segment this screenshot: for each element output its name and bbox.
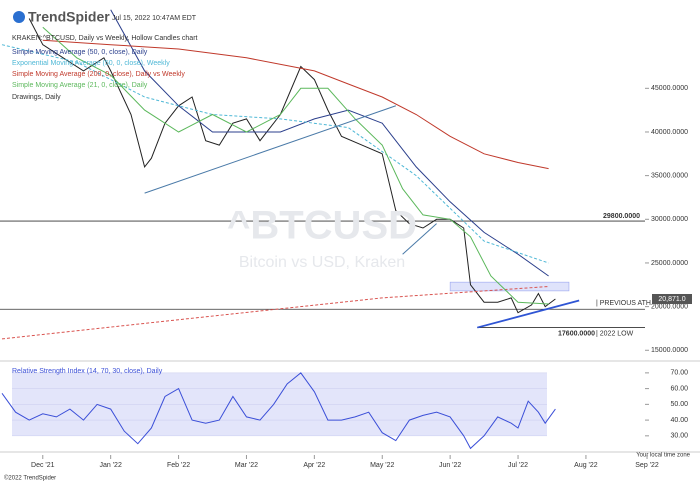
trendline [477,299,580,329]
y-tick-label: 25000.0000 [651,260,688,267]
trendline [402,223,437,255]
y-tick-label: 15000.0000 [651,347,688,354]
x-tick-label: Jun '22 [439,462,461,469]
y-tick-label: 50.00 [670,401,688,408]
level-note: | 2022 LOW [596,330,634,337]
x-tick-label: Mar '22 [235,462,258,469]
logo-icon [13,11,25,23]
legend-entry: Simple Moving Average (200, 0, close), D… [12,71,185,78]
y-tick-label: 40000.0000 [651,129,688,136]
legend-entry: Simple Moving Average (50, 0, close), Da… [12,49,148,56]
series-line [42,39,549,170]
level-label: 17600.0000 [558,330,595,337]
watermark-sub: Bitcoin vs USD, Kraken [239,254,405,271]
y-tick-label: 60.00 [670,385,688,392]
x-tick-label: Jul '22 [508,462,528,469]
y-tick-label: 30000.0000 [651,216,688,223]
last-price-label: 20,871.0 [658,296,685,303]
y-tick-label: 45000.0000 [651,85,688,92]
y-tick-label: 40.00 [670,417,688,424]
legend-entry: Exponential Moving Average (50, 0, close… [12,60,170,67]
timestamp: Jul 15, 2022 10:47AM EDT [112,15,197,22]
zone [449,281,570,292]
y-tick-label: 70.00 [670,370,688,377]
x-tick-label: Apr '22 [303,462,325,469]
drawings-legend: Drawings, Daily [12,94,61,101]
last-price-box [652,294,692,305]
y-tick-label: 30.00 [670,433,688,440]
watermark: ^BTCUSD [227,204,417,248]
trendline [144,105,396,194]
x-tick-label: Jan '22 [99,462,121,469]
series-line [1,372,556,450]
series-line [28,18,556,314]
x-tick-label: Feb '22 [167,462,190,469]
x-tick-label: Aug '22 [574,462,598,469]
panel-title: Relative Strength Index (14, 70, 30, clo… [12,368,163,375]
timezone: Your local time zone [636,453,690,459]
series-line [1,44,549,264]
series-line [110,9,549,277]
copyright: ©2022 TrendSpider [4,475,56,482]
level-label: 29800.0000 [603,213,640,220]
symbol-line: KRAKEN:^BTCUSD, Daily vs Weekly, Hollow … [12,35,198,42]
legend-entry: Simple Moving Average (21, 0, close), Da… [12,82,148,89]
x-tick-label: Dec '21 [31,462,55,469]
x-tick-label: Sep '22 [635,462,659,469]
level-note: | PREVIOUS ATH [596,300,651,307]
y-tick-label: 35000.0000 [651,172,688,179]
x-tick-label: May '22 [370,462,394,469]
series-line [42,26,549,305]
y-tick-label: 20000.0000 [651,303,688,310]
series-line [1,286,549,340]
logo: TrendSpider [28,9,110,25]
